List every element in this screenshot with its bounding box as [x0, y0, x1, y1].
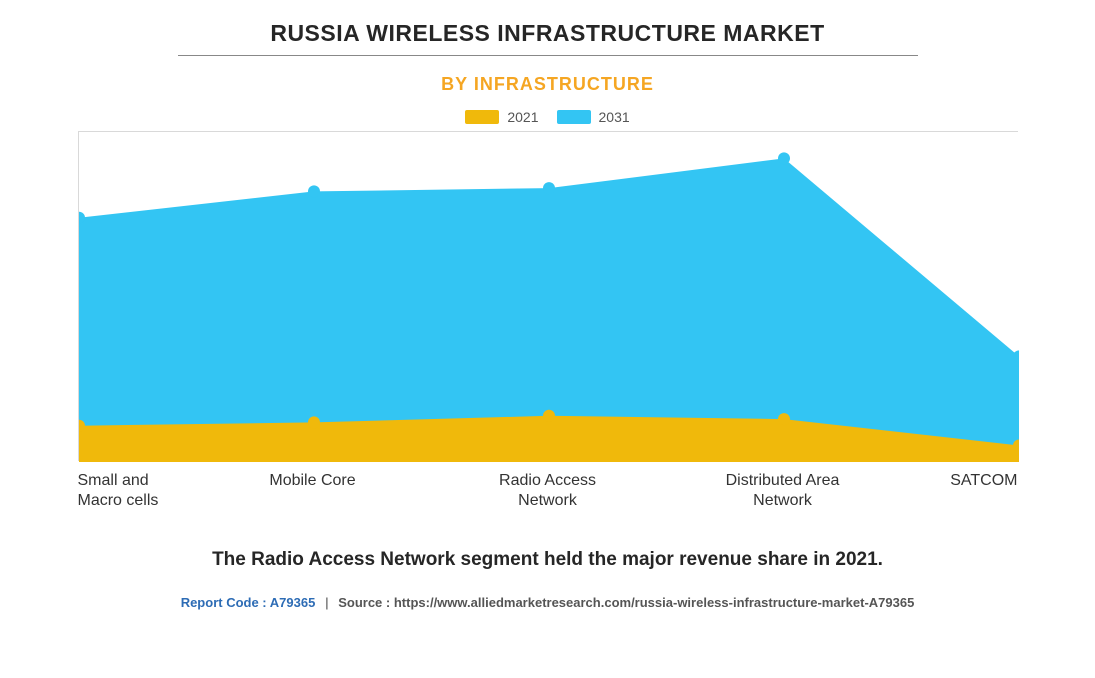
marker-2021-3 — [778, 413, 790, 425]
x-label-2: Radio Access Network — [430, 471, 665, 511]
x-label-1: Mobile Core — [195, 471, 430, 511]
legend-swatch-2031 — [557, 110, 591, 124]
legend-item-2021: 2021 — [465, 109, 538, 125]
x-label-0: Small and Macro cells — [78, 471, 196, 511]
page-title: RUSSIA WIRELESS INFRASTRUCTURE MARKET — [178, 20, 918, 56]
marker-2021-1 — [308, 416, 320, 428]
source-label: Source : — [338, 595, 390, 610]
chart-caption: The Radio Access Network segment held th… — [40, 549, 1055, 571]
x-label-4: SATCOM — [900, 471, 1018, 511]
marker-2031-1 — [308, 185, 320, 197]
legend-item-2031: 2031 — [557, 109, 630, 125]
chart-plot-area — [78, 131, 1018, 461]
separator: | — [319, 595, 335, 610]
x-label-3: Distributed Area Network — [665, 471, 900, 511]
chart-container: Small and Macro cellsMobile CoreRadio Ac… — [78, 131, 1018, 511]
source-url: https://www.alliedmarketresearch.com/rus… — [394, 595, 914, 610]
chart-legend: 2021 2031 — [40, 109, 1055, 125]
legend-label-2031: 2031 — [599, 109, 630, 125]
marker-2021-2 — [543, 410, 555, 422]
report-code-value: A79365 — [270, 595, 316, 610]
x-axis-labels: Small and Macro cellsMobile CoreRadio Ac… — [78, 471, 1018, 511]
legend-swatch-2021 — [465, 110, 499, 124]
report-code-label: Report Code : — [181, 595, 267, 610]
chart-subtitle: BY INFRASTRUCTURE — [40, 74, 1055, 95]
source-line: Report Code : A79365 | Source : https://… — [40, 595, 1055, 610]
legend-label-2021: 2021 — [507, 109, 538, 125]
marker-2031-2 — [543, 182, 555, 194]
marker-2031-3 — [778, 152, 790, 164]
